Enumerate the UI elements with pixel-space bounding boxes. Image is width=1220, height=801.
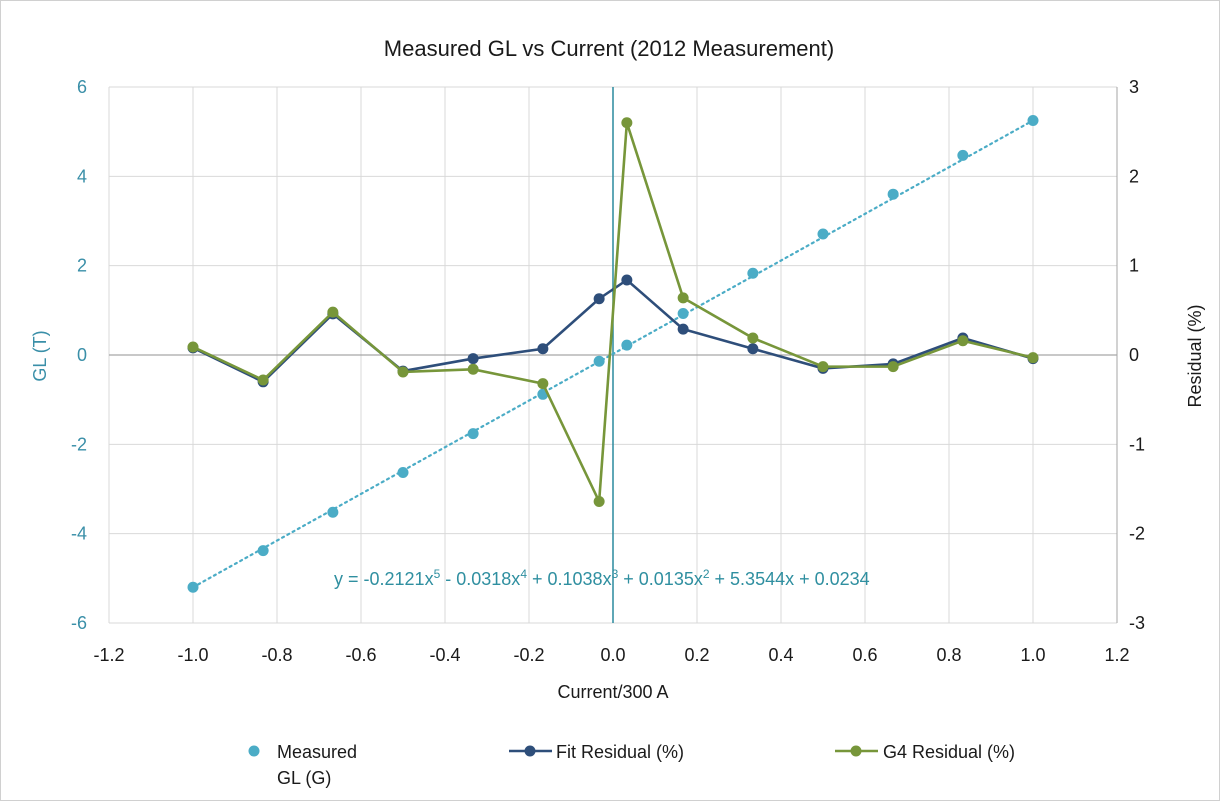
axes: -1.2 -1.0 -0.8 -0.6 -0.4 -0.2 0.0 0.2 0.4 0.6 0.8 1… bbox=[71, 77, 1145, 665]
x-tick-label: 1.0 bbox=[1020, 645, 1045, 665]
data-point bbox=[257, 374, 269, 386]
legend: Measured GL (G) Fit Residual (%) G4 Residua… bbox=[248, 742, 1015, 788]
x-tick-label: 0.2 bbox=[684, 645, 709, 665]
data-point bbox=[621, 274, 633, 286]
data-point bbox=[257, 545, 269, 557]
x-tick-label: -0.8 bbox=[261, 645, 292, 665]
data-point bbox=[747, 267, 759, 279]
data-point bbox=[397, 366, 409, 378]
data-point bbox=[467, 353, 479, 365]
y-tick-label: -2 bbox=[71, 434, 87, 454]
y-tick-label: 4 bbox=[77, 166, 87, 186]
equation-part: + 5.3544x + 0.0234 bbox=[710, 569, 870, 589]
y2-tick-label: -2 bbox=[1129, 524, 1145, 544]
series-line bbox=[192, 122, 1034, 507]
trendline-equation: y = -0.2121x5 - 0.0318x4 + 0.1038x3 + 0.… bbox=[334, 567, 870, 589]
data-point bbox=[187, 581, 199, 593]
equation-exponent: 5 bbox=[434, 567, 441, 581]
y-axis-title: GL (T) bbox=[30, 330, 50, 381]
data-point bbox=[537, 343, 549, 355]
chart-title: Measured GL vs Current (2012 Measurement… bbox=[384, 36, 834, 61]
equation-exponent: 2 bbox=[703, 567, 710, 581]
x-tick-label: 0.0 bbox=[600, 645, 625, 665]
data-point bbox=[887, 188, 899, 200]
x-tick-label: -0.2 bbox=[513, 645, 544, 665]
equation-part: + 0.0135x bbox=[618, 569, 703, 589]
data-point bbox=[957, 335, 969, 347]
y2-tick-label: 3 bbox=[1129, 77, 1139, 97]
equation-exponent: 3 bbox=[612, 567, 619, 581]
data-point bbox=[817, 228, 829, 240]
data-point bbox=[187, 341, 199, 353]
data-point bbox=[397, 466, 409, 478]
x-tick-label: 0.4 bbox=[768, 645, 793, 665]
data-point bbox=[747, 343, 759, 355]
data-point bbox=[593, 293, 605, 305]
data-point bbox=[621, 117, 633, 129]
y-tick-label: -6 bbox=[71, 613, 87, 633]
y2-tick-label: -3 bbox=[1129, 613, 1145, 633]
legend-label: GL (G) bbox=[277, 768, 331, 788]
y-tick-label: 0 bbox=[77, 345, 87, 365]
series-2 bbox=[187, 117, 1039, 508]
equation-part: + 0.1038x bbox=[527, 569, 612, 589]
y2-tick-label: 2 bbox=[1129, 166, 1139, 186]
series-0 bbox=[187, 115, 1039, 593]
equation-part: - 0.0318x bbox=[440, 569, 520, 589]
y2-tick-label: 1 bbox=[1129, 256, 1139, 276]
y-tick-label: 2 bbox=[77, 256, 87, 276]
data-point bbox=[593, 496, 605, 508]
data-point bbox=[327, 506, 339, 518]
y-tick-label: 6 bbox=[77, 77, 87, 97]
x-axis-title: Current/300 A bbox=[557, 682, 668, 702]
data-point bbox=[467, 363, 479, 375]
legend-marker bbox=[248, 745, 260, 757]
legend-marker bbox=[524, 745, 536, 757]
data-point bbox=[327, 306, 339, 318]
data-point bbox=[677, 292, 689, 304]
data-point bbox=[467, 428, 479, 440]
data-point bbox=[747, 332, 759, 344]
legend-label: G4 Residual (%) bbox=[883, 742, 1015, 762]
y2-tick-label: 0 bbox=[1129, 345, 1139, 365]
data-point bbox=[593, 355, 605, 367]
x-tick-label: -1.0 bbox=[177, 645, 208, 665]
legend-label: Fit Residual (%) bbox=[556, 742, 684, 762]
data-point bbox=[1027, 115, 1039, 126]
data-point bbox=[957, 149, 969, 161]
y2-axis-title: Residual (%) bbox=[1185, 304, 1205, 407]
data-point bbox=[677, 307, 689, 319]
equation-part: y = -0.2121x bbox=[334, 569, 434, 589]
y2-tick-label: -1 bbox=[1129, 434, 1145, 454]
x-tick-label: -0.4 bbox=[429, 645, 460, 665]
data-point bbox=[1027, 352, 1039, 364]
x-tick-label: 0.6 bbox=[852, 645, 877, 665]
legend-label: Measured bbox=[277, 742, 357, 762]
data-point bbox=[817, 361, 829, 373]
x-tick-label: 0.8 bbox=[936, 645, 961, 665]
data-point bbox=[677, 323, 689, 335]
series-layer bbox=[187, 115, 1039, 593]
x-tick-label: 1.2 bbox=[1104, 645, 1129, 665]
data-point bbox=[537, 378, 549, 390]
y-tick-label: -4 bbox=[71, 524, 87, 544]
legend-marker bbox=[850, 745, 862, 757]
x-tick-label: -0.6 bbox=[345, 645, 376, 665]
equation-exponent: 4 bbox=[520, 567, 527, 581]
x-tick-label: -1.2 bbox=[93, 645, 124, 665]
data-point bbox=[621, 339, 633, 351]
data-point bbox=[887, 361, 899, 373]
